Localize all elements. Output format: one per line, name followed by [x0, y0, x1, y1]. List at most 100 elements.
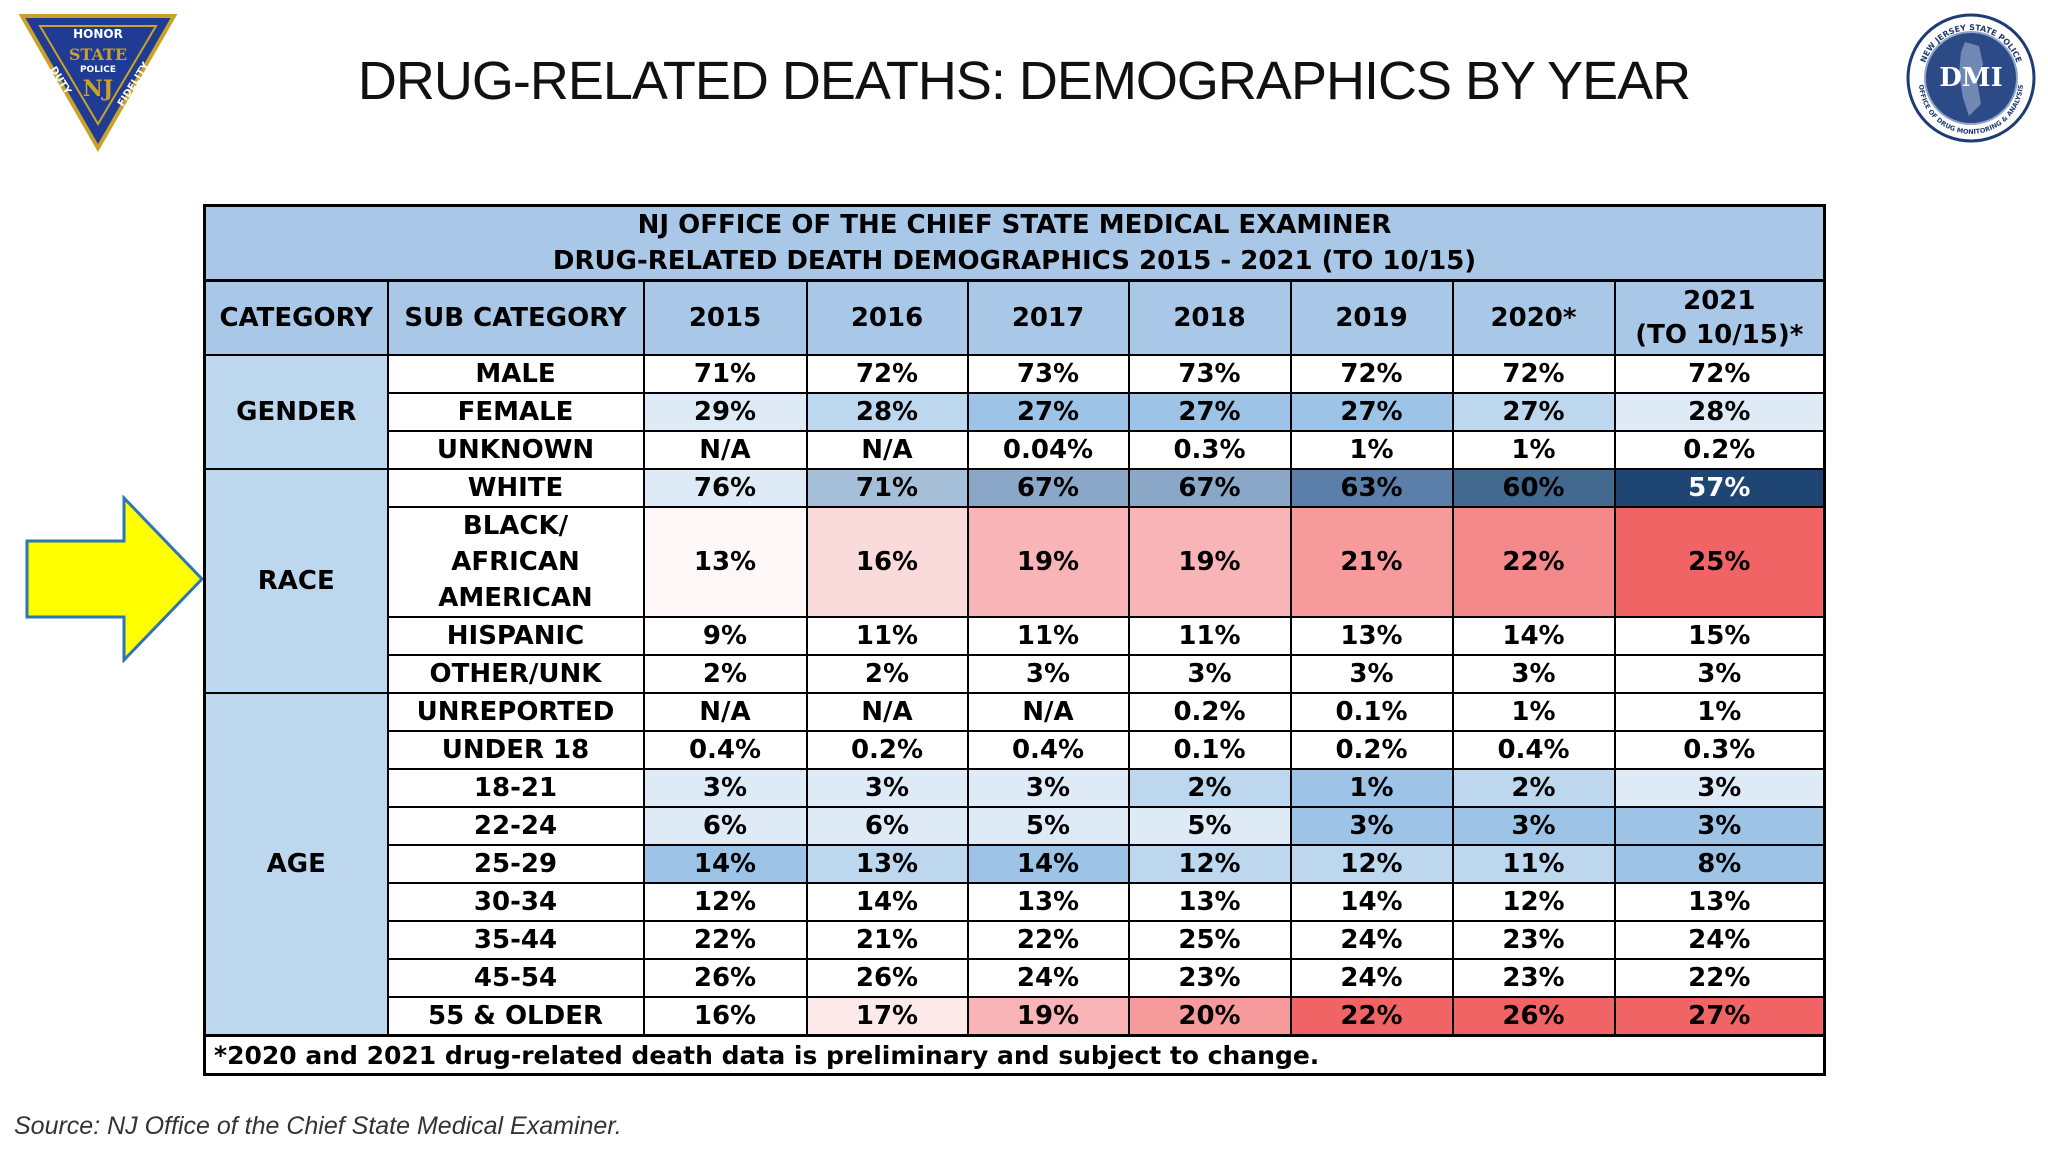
subcategory-cell: 35-44: [386, 920, 645, 960]
value-cell: 0.1%: [1289, 692, 1454, 732]
subcategory-cell: UNKNOWN: [386, 430, 645, 470]
value-cell: N/A: [642, 430, 808, 470]
value-cell: 63%: [1289, 468, 1454, 508]
value-cell: 3%: [1613, 654, 1826, 694]
value-cell: 27%: [1127, 392, 1292, 432]
value-cell: 1%: [1613, 692, 1826, 732]
subcategory-word: AFRICAN: [451, 547, 580, 577]
subcategory-cell: UNDER 18: [386, 730, 645, 770]
column-header-subcategory: SUB CATEGORY: [386, 279, 645, 356]
value-cell: 22%: [966, 920, 1130, 960]
table-row: 55 & OLDER 16% 17% 19% 20% 22% 26% 27%: [205, 996, 1826, 1037]
subcategory-cell: 25-29: [386, 844, 645, 884]
value-cell: 2%: [642, 654, 808, 694]
table-body: GENDER MALE 71% 72% 73% 73% 72% 72% 72% FEMALE 29%…: [203, 354, 1826, 1037]
category-cell-race: RACE: [203, 468, 389, 694]
value-cell: 72%: [1451, 354, 1616, 394]
value-cell: 1%: [1289, 430, 1454, 470]
subcategory-cell: 18-21: [386, 768, 645, 808]
subcategory-cell: HISPANIC: [386, 616, 645, 656]
value-cell: 0.1%: [1127, 730, 1292, 770]
value-cell: 12%: [642, 882, 808, 922]
value-cell: 11%: [1127, 616, 1292, 656]
value-cell: N/A: [805, 430, 969, 470]
value-cell: 13%: [1613, 882, 1826, 922]
value-cell: 3%: [1289, 806, 1454, 846]
value-cell: 3%: [642, 768, 808, 808]
footnote: *2020 and 2021 drug-related death data i…: [203, 1034, 1826, 1076]
value-cell: 3%: [805, 768, 969, 808]
year-2021-line2: (TO 10/15)*: [1635, 320, 1804, 350]
value-cell: 26%: [1451, 996, 1616, 1037]
value-cell: 8%: [1613, 844, 1826, 884]
value-cell: 11%: [1451, 844, 1616, 884]
table-row: HISPANIC 9% 11% 11% 11% 13% 14% 15%: [205, 616, 1826, 656]
value-cell: 29%: [642, 392, 808, 432]
value-cell: 72%: [1613, 354, 1826, 394]
category-cell-gender: GENDER: [203, 354, 389, 470]
value-cell: 73%: [966, 354, 1130, 394]
table-row: UNDER 18 0.4% 0.2% 0.4% 0.1% 0.2% 0.4% 0.3%: [205, 730, 1826, 770]
value-cell: 3%: [1451, 806, 1616, 846]
value-cell: 22%: [1451, 506, 1616, 618]
table-row: OTHER/UNK 2% 2% 3% 3% 3% 3% 3%: [205, 654, 1826, 694]
value-cell: 2%: [1451, 768, 1616, 808]
value-cell: 3%: [1451, 654, 1616, 694]
value-cell: 22%: [1613, 958, 1826, 998]
category-cell-age: AGE: [203, 692, 389, 1037]
value-cell: 72%: [805, 354, 969, 394]
value-cell: 71%: [642, 354, 808, 394]
value-cell: 11%: [966, 616, 1130, 656]
value-cell: 21%: [1289, 506, 1454, 618]
value-cell: 25%: [1127, 920, 1292, 960]
value-cell: 19%: [1127, 506, 1292, 618]
svg-text:STATE: STATE: [69, 45, 127, 64]
column-header-year: 2019: [1289, 279, 1454, 356]
subcategory-cell: MALE: [386, 354, 645, 394]
value-cell: 1%: [1289, 768, 1454, 808]
value-cell: 14%: [1451, 616, 1616, 656]
table-row: 45-54 26% 26% 24% 23% 24% 23% 22%: [205, 958, 1826, 998]
value-cell: 0.3%: [1613, 730, 1826, 770]
value-cell: 5%: [1127, 806, 1292, 846]
value-cell: 67%: [966, 468, 1130, 508]
value-cell: N/A: [805, 692, 969, 732]
table-row: RACE WHITE 76% 71% 67% 67% 63% 60% 57%: [203, 468, 1826, 694]
value-cell: 22%: [642, 920, 808, 960]
dmi-seal-icon: DMI NEW JERSEY STATE POLICE OFFICE OF DR…: [1906, 13, 2036, 143]
value-cell: 28%: [1613, 392, 1826, 432]
value-cell: 0.04%: [966, 430, 1130, 470]
subcategory-cell: WHITE: [386, 468, 645, 508]
value-cell: 28%: [805, 392, 969, 432]
value-cell: 13%: [805, 844, 969, 884]
value-cell: 23%: [1451, 958, 1616, 998]
table-row: 30-34 12% 14% 13% 13% 14% 12% 13%: [205, 882, 1826, 922]
value-cell: 20%: [1127, 996, 1292, 1037]
value-cell: 27%: [1289, 392, 1454, 432]
table-row: FEMALE 29% 28% 27% 27% 27% 27% 28%: [205, 392, 1826, 432]
value-cell: 26%: [805, 958, 969, 998]
demographics-table: NJ OFFICE OF THE CHIEF STATE MEDICAL EXA…: [203, 204, 1827, 1076]
column-header-year: 2015: [642, 279, 808, 356]
value-cell: 22%: [1289, 996, 1454, 1037]
value-cell: 16%: [805, 506, 969, 618]
value-cell: 73%: [1127, 354, 1292, 394]
year-2021-line1: 2021: [1683, 286, 1756, 316]
subcategory-cell: UNREPORTED: [386, 692, 645, 732]
value-cell: 19%: [966, 996, 1130, 1037]
value-cell: 27%: [966, 392, 1130, 432]
table-row: GENDER MALE 71% 72% 73% 73% 72% 72% 72%: [203, 354, 1826, 470]
nj-state-police-badge-icon: HONOR STATE POLICE NJ DUTY FIDELITY: [18, 14, 178, 152]
value-cell: 16%: [642, 996, 808, 1037]
value-cell: 26%: [642, 958, 808, 998]
value-cell: 0.2%: [1613, 430, 1826, 470]
table-row: 25-29 14% 13% 14% 12% 12% 11% 8%: [205, 844, 1826, 884]
table-row: UNKNOWN N/A N/A 0.04% 0.3% 1% 1% 0.2%: [205, 430, 1826, 470]
value-cell: 0.2%: [1289, 730, 1454, 770]
subcategory-cell: 22-24: [386, 806, 645, 846]
value-cell: 6%: [805, 806, 969, 846]
value-cell: 1%: [1451, 430, 1616, 470]
column-header-category: CATEGORY: [203, 279, 389, 356]
value-cell: 12%: [1451, 882, 1616, 922]
value-cell: N/A: [966, 692, 1130, 732]
